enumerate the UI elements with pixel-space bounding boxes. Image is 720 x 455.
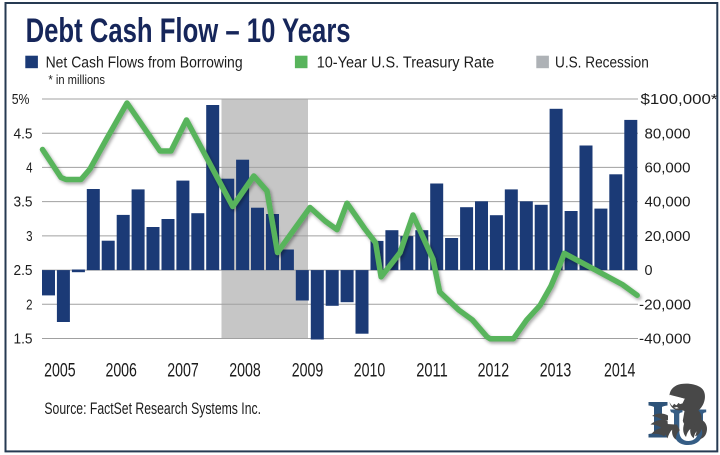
svg-text:2006: 2006 [105,361,137,382]
svg-text:4: 4 [26,161,32,177]
svg-text:Source: FactSet Research Syste: Source: FactSet Research Systems Inc. [44,400,261,418]
svg-text:2012: 2012 [478,361,510,382]
svg-text:Debt Cash Flow – 10 Years: Debt Cash Flow – 10 Years [26,12,351,50]
svg-text:60,000: 60,000 [645,161,691,177]
svg-text:10-Year U.S. Treasury Rate: 10-Year U.S. Treasury Rate [317,55,495,72]
svg-text:2011: 2011 [416,361,448,382]
svg-text:Net Cash Flows from Borrowing: Net Cash Flows from Borrowing [46,55,243,72]
svg-text:20,000: 20,000 [645,229,691,245]
svg-text:2007: 2007 [167,361,199,382]
svg-text:4.5: 4.5 [14,126,33,142]
svg-text:$100,000*: $100,000* [641,92,718,108]
svg-text:80,000: 80,000 [645,126,691,142]
svg-text:-20,000: -20,000 [639,297,691,313]
svg-text:2014: 2014 [604,361,636,382]
svg-text:3.5: 3.5 [14,195,33,211]
svg-text:2005: 2005 [44,361,76,382]
svg-text:U.S. Recession: U.S. Recession [555,55,649,72]
svg-text:2: 2 [26,297,32,313]
svg-text:40,000: 40,000 [645,195,691,211]
svg-text:* in millions: * in millions [48,72,105,87]
svg-text:5%: 5% [12,92,30,108]
svg-text:2010: 2010 [354,361,386,382]
svg-text:2008: 2008 [229,361,261,382]
svg-text:2009: 2009 [292,361,324,382]
svg-text:0: 0 [645,263,653,279]
svg-text:2.5: 2.5 [14,263,33,279]
svg-text:-40,000: -40,000 [639,332,691,348]
svg-text:2013: 2013 [540,361,572,382]
svg-text:3: 3 [26,229,32,245]
svg-text:1.5: 1.5 [14,332,33,348]
